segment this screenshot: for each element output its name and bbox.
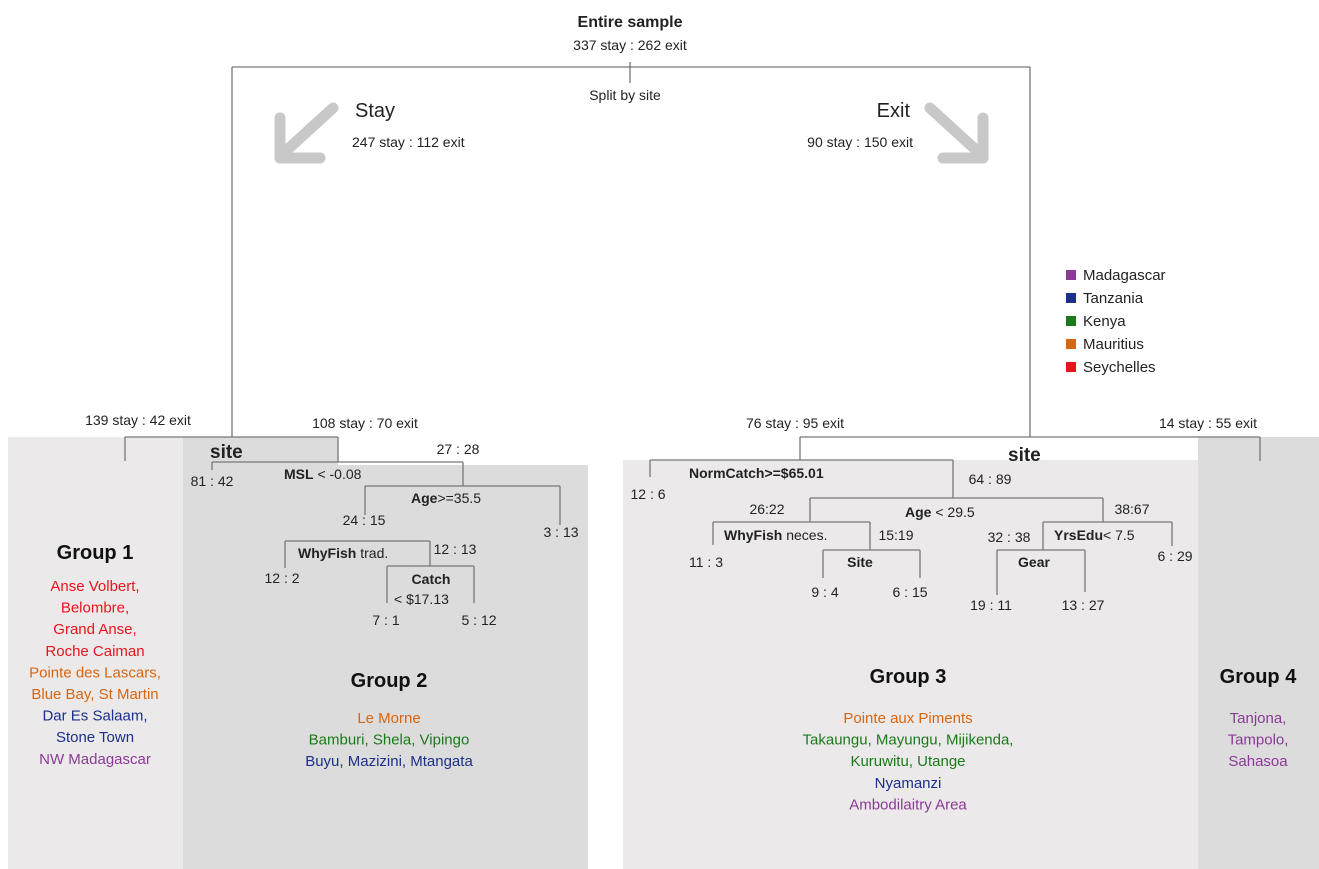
node-12-2: 12 : 2 (264, 570, 299, 586)
yrsedu-rule: < 7.5 (1103, 527, 1135, 543)
left-site-split: site (210, 442, 243, 463)
g1-site-name: Dar Es Salaam, (42, 708, 147, 725)
root-tree-lines (232, 62, 1030, 430)
g3-site-name: Pointe aux Piments (843, 710, 972, 727)
group-3-title: Group 3 (870, 666, 947, 688)
node-81-42: 81 : 42 (191, 473, 234, 489)
legend-label-seychelles: Seychelles (1083, 359, 1156, 376)
legend-label-mauritius: Mauritius (1083, 336, 1144, 353)
whyfish-split-right: WhyFish neces. (724, 527, 827, 543)
node-12-13: 12 : 13 (434, 541, 477, 557)
node-15-19: 15:19 (878, 527, 913, 543)
catch-rule: < $17.13 (394, 591, 449, 607)
g1-site-name: Roche Caiman (45, 643, 144, 660)
g2-site-name: Le Morne (357, 710, 420, 727)
right-site-split: site (1008, 445, 1041, 466)
group-4-panel (1198, 437, 1319, 869)
group-2-panel (183, 437, 588, 869)
g1-site-name: Grand Anse, (53, 621, 136, 638)
legend-label-kenya: Kenya (1083, 313, 1126, 330)
group-4-title: Group 4 (1220, 666, 1298, 688)
g2-site-name: Bamburi, Shela, Vipingo (309, 732, 470, 749)
node-9-4: 9 : 4 (811, 584, 838, 600)
legend-swatch-mauritius (1066, 339, 1076, 349)
gear-node: Gear (1018, 554, 1050, 570)
g4-site-name: Sahasoa (1228, 753, 1288, 770)
age-var-left: Age (411, 490, 438, 506)
legend-swatch-madagascar (1066, 270, 1076, 280)
g1-site-name: NW Madagascar (39, 751, 151, 768)
age-split-left: Age>=35.5 (411, 490, 481, 506)
stay-branch-label: Stay (355, 100, 395, 122)
normcatch-split: NormCatch>=$65.01 (689, 465, 824, 481)
g2-site-name: Buyu, Mazizini, Mtangata (305, 753, 473, 770)
node-32-38: 32 : 38 (988, 529, 1031, 545)
g1-site-name: Pointe des Lascars, (29, 664, 161, 681)
g1-site-name: Belombre, (61, 600, 129, 617)
whyfish-split-left: WhyFish trad. (298, 545, 388, 561)
legend-label-tanzania: Tanzania (1083, 290, 1144, 307)
yrsedu-split: YrsEdu< 7.5 (1054, 527, 1135, 543)
whyfish-var-left: WhyFish (298, 545, 356, 561)
g4-site-name: Tampolo, (1228, 732, 1289, 749)
legend: Madagascar Tanzania Kenya Mauritius Seyc… (1066, 267, 1166, 376)
node-11-3: 11 : 3 (689, 554, 723, 570)
msl-split: MSL < -0.08 (284, 466, 362, 482)
node-7-1: 7 : 1 (372, 612, 399, 628)
legend-swatch-seychelles (1066, 362, 1076, 372)
exit-branch-counts: 90 stay : 150 exit (807, 134, 913, 150)
age-rule-right: < 29.5 (931, 504, 974, 520)
msl-rule: < -0.08 (314, 466, 362, 482)
stay-branch-counts: 247 stay : 112 exit (352, 134, 465, 150)
node-12-6: 12 : 6 (630, 486, 665, 502)
g3-site-name: Ambodilaitry Area (849, 796, 967, 813)
node-27-28: 27 : 28 (437, 441, 480, 457)
root-title: Entire sample (578, 14, 683, 31)
group3-counts: 76 stay : 95 exit (746, 415, 844, 431)
msl-var: MSL (284, 466, 314, 482)
legend-label-madagascar: Madagascar (1083, 267, 1166, 284)
group1-counts: 139 stay : 42 exit (85, 412, 191, 428)
group-1-title: Group 1 (57, 542, 134, 564)
group-4-site-list: Tanjona, Tampolo, Sahasoa (1228, 710, 1289, 770)
node-38-67: 38:67 (1114, 501, 1149, 517)
root-counts: 337 stay : 262 exit (573, 37, 687, 53)
yrsedu-var: YrsEdu (1054, 527, 1103, 543)
g3-site-name: Takaungu, Mayungu, Mijikenda, (803, 732, 1014, 749)
node-3-13: 3 : 13 (543, 524, 578, 540)
age-var-right: Age (905, 504, 932, 520)
node-6-29: 6 : 29 (1157, 548, 1192, 564)
legend-swatch-tanzania (1066, 293, 1076, 303)
group4-counts: 14 stay : 55 exit (1159, 415, 1257, 431)
catch-var: Catch (412, 571, 451, 587)
g1-site-name: Anse Volbert, (50, 578, 139, 595)
node-5-12: 5 : 12 (461, 612, 496, 628)
g4-site-name: Tanjona, (1230, 710, 1287, 727)
whyfish-var-right: WhyFish (724, 527, 782, 543)
g3-site-name: Nyamanzi (875, 775, 942, 792)
g1-site-name: Stone Town (56, 729, 134, 746)
g3-site-name: Kuruwitu, Utange (850, 753, 965, 770)
whyfish-rule-left: trad. (356, 545, 388, 561)
whyfish-rule-right: neces. (782, 527, 827, 543)
legend-swatch-kenya (1066, 316, 1076, 326)
exit-branch-label: Exit (877, 100, 911, 122)
stay-arrow-icon (280, 108, 333, 158)
g1-site-name: Blue Bay, St Martin (31, 686, 158, 703)
node-26-22: 26:22 (749, 501, 784, 517)
group-2-title: Group 2 (351, 670, 428, 692)
age-split-right: Age < 29.5 (905, 504, 975, 520)
site-node: Site (847, 554, 873, 570)
group2-counts: 108 stay : 70 exit (312, 415, 418, 431)
node-13-27: 13 : 27 (1062, 597, 1105, 613)
node-64-89: 64 : 89 (969, 471, 1012, 487)
node-6-15: 6 : 15 (892, 584, 927, 600)
node-24-15: 24 : 15 (343, 512, 386, 528)
age-rule-left: >=35.5 (437, 490, 481, 506)
node-19-11: 19 : 11 (970, 597, 1012, 613)
split-label: Split by site (589, 87, 661, 103)
exit-arrow-icon (930, 108, 983, 158)
